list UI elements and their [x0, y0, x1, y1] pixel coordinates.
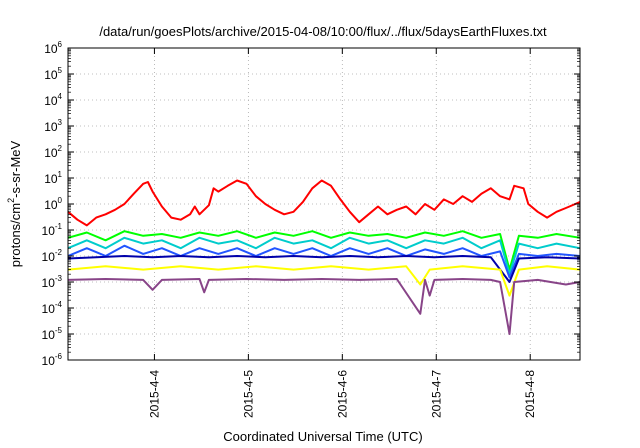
series-line-2: [67, 230, 581, 271]
x-tick-label: 2015-4-8: [523, 370, 537, 418]
y-axis-label-part: protons/cm: [8, 203, 23, 267]
y-axis: 106 105 104 103 102 101 100 10-1 10-2 10-3 10-4 10-…: [42, 40, 580, 368]
series-line-7: [67, 278, 581, 335]
grid: [68, 48, 580, 360]
y-tick-label: 10-2: [42, 248, 63, 264]
y-tick-label: 103: [44, 118, 62, 134]
y-tick-label: 10-6: [42, 352, 63, 368]
x-tick-label: 2015-4-6: [335, 370, 349, 418]
y-tick-label: 100: [44, 196, 62, 212]
y-tick-label: 10-3: [42, 274, 63, 290]
y-axis-label-superscript: 2: [6, 198, 16, 203]
series-line-5: [67, 255, 581, 283]
y-tick-label: 106: [44, 40, 62, 56]
series-line-1: [67, 179, 581, 227]
series-group: [67, 179, 581, 335]
chart-title: /data/run/goesPlots/archive/2015-04-08/1…: [99, 24, 547, 39]
x-tick-label: 2015-4-7: [429, 370, 443, 418]
series-line-6: [67, 265, 581, 297]
y-tick-label: 10-5: [42, 326, 63, 342]
y-tick-label: 10-4: [42, 300, 63, 316]
series-line-3: [67, 236, 581, 276]
y-tick-label: 10-1: [42, 222, 63, 238]
y-tick-label: 104: [44, 92, 62, 108]
x-axis: 2015-4-4 2015-4-5 2015-4-6 2015-4-7 2015-4-8: [147, 48, 537, 418]
y-axis-label-part: -s-sr-MeV: [8, 140, 23, 197]
y-tick-label: 102: [44, 144, 62, 160]
x-tick-label: 2015-4-5: [241, 370, 255, 418]
y-tick-label: 105: [44, 66, 62, 82]
y-axis-label: protons/cm2-s-sr-MeV: [6, 140, 23, 267]
x-tick-label: 2015-4-4: [147, 370, 161, 418]
x-axis-label: Coordinated Universal Time (UTC): [223, 429, 422, 444]
y-tick-label: 101: [44, 170, 62, 186]
